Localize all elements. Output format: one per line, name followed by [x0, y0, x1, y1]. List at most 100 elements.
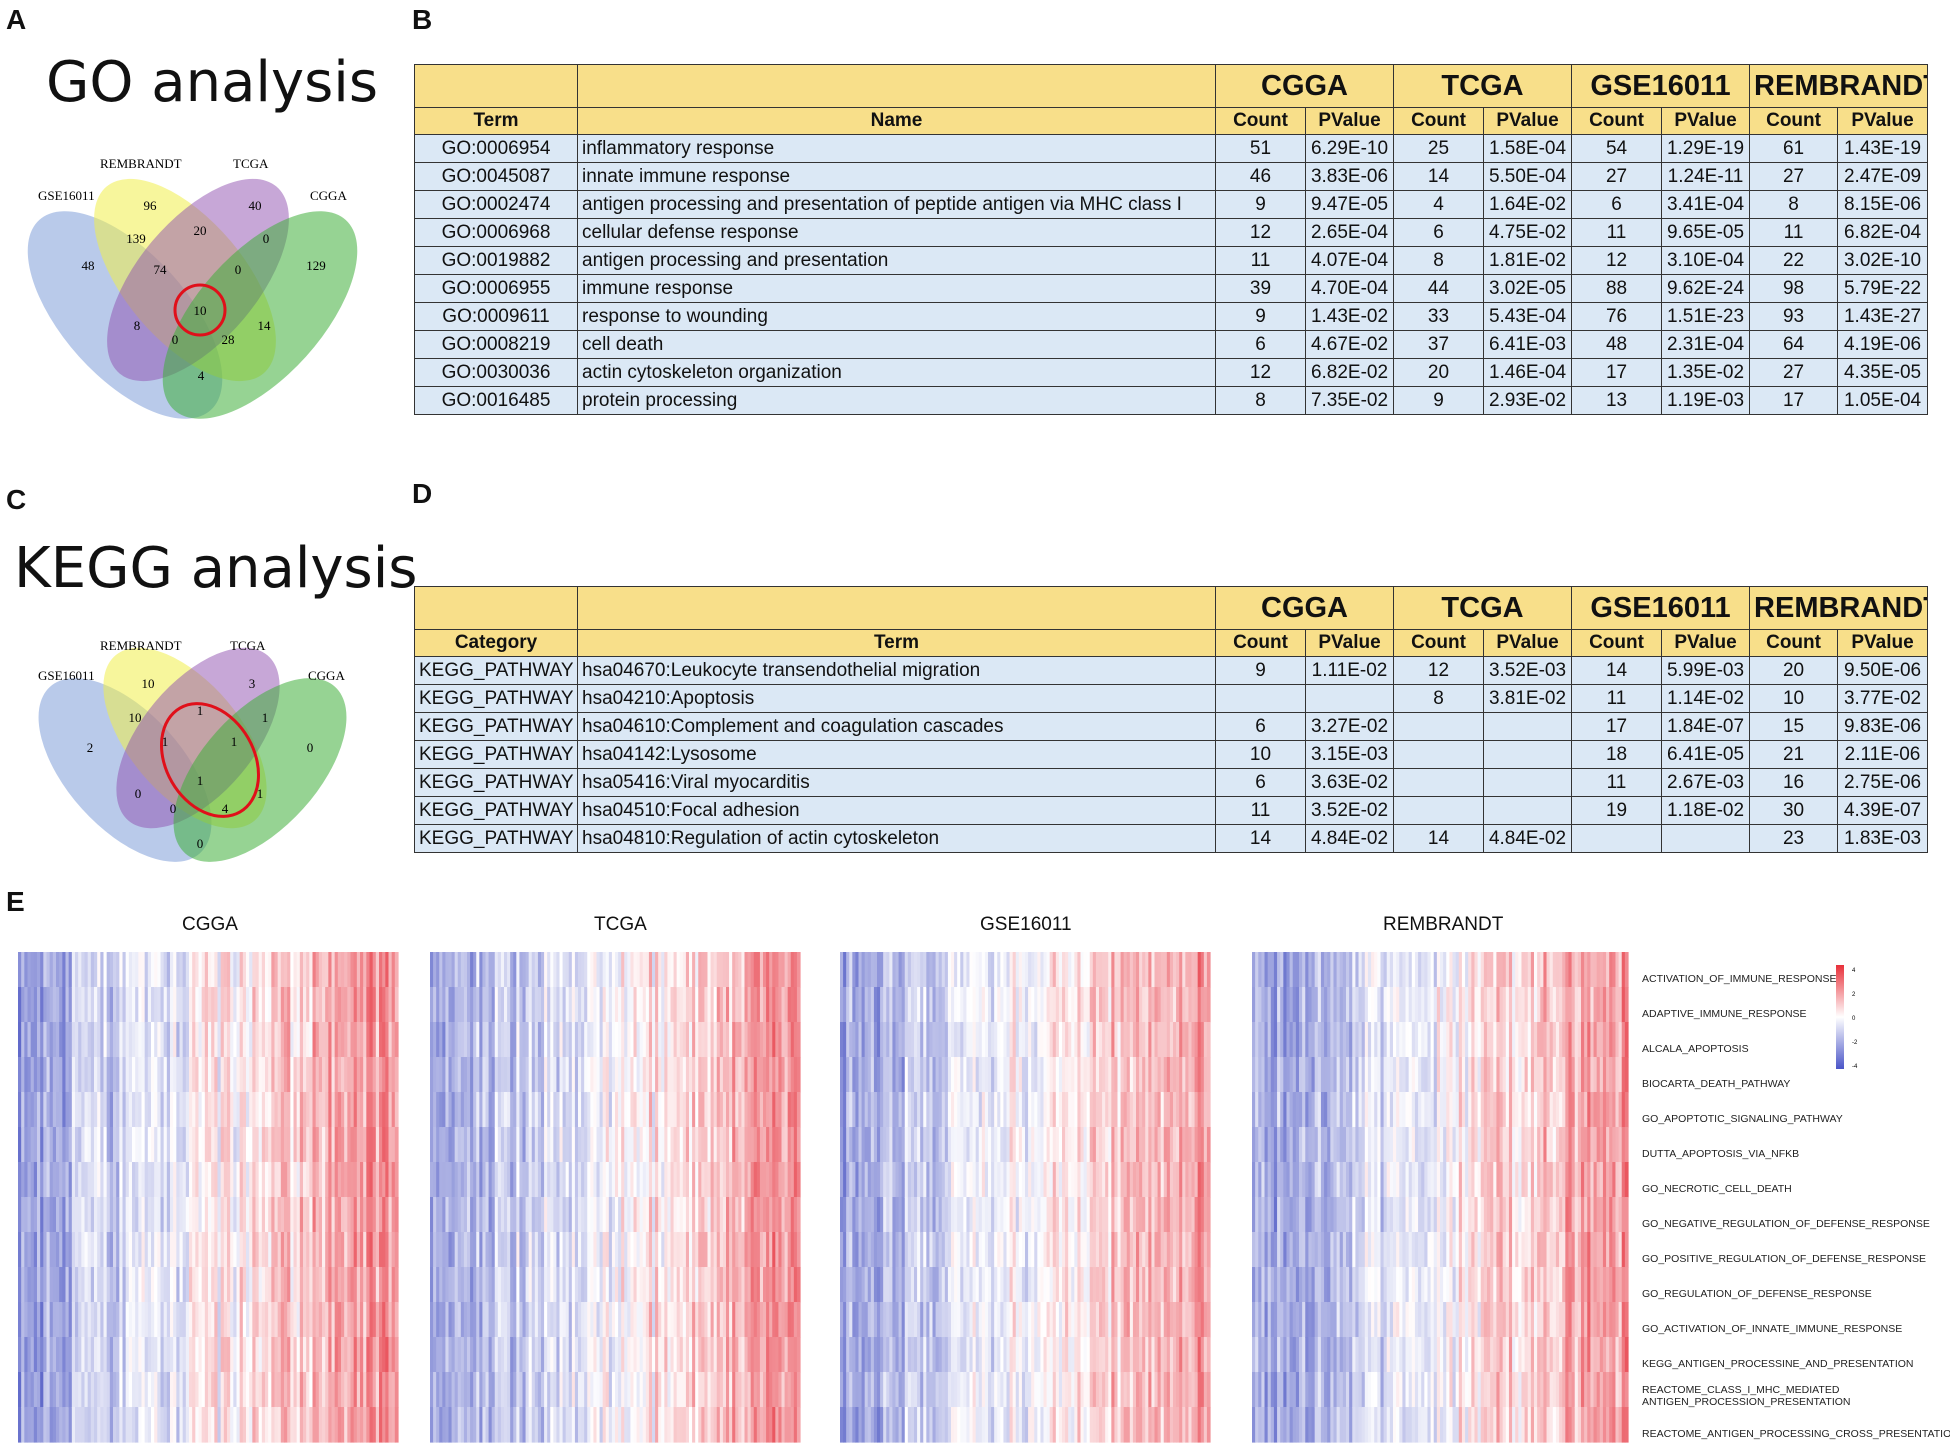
term-name-cell: antigen processing and presentation of p…: [577, 190, 1216, 219]
pvalue-cell: 5.79E-22: [1837, 274, 1929, 303]
venn-region-value: 14: [258, 318, 272, 333]
count-cell: [1393, 740, 1484, 769]
pvalue-cell: 3.83E-06: [1305, 162, 1394, 191]
col-header: Count: [1749, 629, 1839, 657]
col-header: Count: [1749, 107, 1839, 135]
count-cell: 11: [1571, 684, 1663, 713]
count-cell: 8: [1393, 684, 1484, 713]
count-cell: 11: [1571, 768, 1663, 797]
venn-region-value: 129: [306, 258, 326, 273]
heatmap-row-label: ADAPTIVE_IMMUNE_RESPONSE: [1642, 1007, 1807, 1020]
pvalue-cell: 9.47E-05: [1305, 190, 1394, 219]
pvalue-cell: 6.82E-04: [1837, 218, 1929, 247]
venn-region-value: 96: [144, 198, 158, 213]
pvalue-cell: 6.82E-02: [1305, 358, 1394, 387]
count-cell: [1571, 824, 1663, 853]
count-cell: 14: [1393, 162, 1484, 191]
pvalue-cell: 1.11E-02: [1305, 656, 1394, 685]
venn-region-value: 20: [194, 223, 207, 238]
pvalue-cell: 6.41E-05: [1661, 740, 1751, 769]
term-id-cell: GO:0019882: [414, 246, 578, 275]
col-header: Term: [577, 629, 1216, 657]
heatmap-row-label: REACTOME_ANTIGEN_PROCESSING_CROSS_PRESEN…: [1642, 1427, 1950, 1440]
count-cell: 23: [1749, 824, 1839, 853]
count-cell: 11: [1215, 796, 1306, 825]
dataset-header: CGGA: [1215, 586, 1394, 630]
legend-tick: 0: [1852, 1016, 1856, 1022]
pvalue-cell: 1.35E-02: [1661, 358, 1751, 387]
table-row: KEGG_PATHWAY hsa04142:Lysosome 10 3.15E-03 1…: [414, 740, 1929, 769]
pvalue-cell: 2.93E-02: [1482, 386, 1573, 415]
term-name-cell: inflammatory response: [577, 134, 1216, 163]
count-cell: 98: [1749, 274, 1839, 303]
term-name-cell: hsa05416:Viral myocarditis: [577, 768, 1216, 797]
pvalue-cell: 1.64E-02: [1482, 190, 1573, 219]
venn-region-value: 3: [249, 676, 256, 691]
term-name-cell: hsa04810:Regulation of actin cytoskeleto…: [577, 824, 1216, 853]
dataset-header: REMBRANDT: [1749, 586, 1929, 630]
legend-tick: -4: [1852, 1064, 1858, 1070]
pvalue-cell: 1.84E-07: [1661, 712, 1751, 741]
count-cell: 64: [1749, 330, 1839, 359]
venn-region-value: 40: [249, 198, 262, 213]
count-cell: 20: [1749, 656, 1839, 685]
pvalue-cell: 2.65E-04: [1305, 218, 1394, 247]
pvalue-cell: [1661, 824, 1751, 853]
table-row: GO:0008219 cell death 6 4.67E-02 37 6.41E-03 4…: [414, 330, 1929, 359]
pvalue-cell: 1.24E-11: [1661, 162, 1751, 191]
pvalue-cell: 4.19E-06: [1837, 330, 1929, 359]
count-cell: 8: [1393, 246, 1484, 275]
pvalue-cell: [1482, 796, 1573, 825]
term-name-cell: hsa04610:Complement and coagulation casc…: [577, 712, 1216, 741]
venn-region-value: 48: [82, 258, 95, 273]
col-header: PValue: [1837, 629, 1929, 657]
table-row: KEGG_PATHWAY hsa04210:Apoptosis 8 3.81E-02 1…: [414, 684, 1929, 713]
heatmap-row-label: GO_NEGATIVE_REGULATION_OF_DEFENSE_RESPON…: [1642, 1217, 1930, 1230]
heatmap-row-label: GO_NECROTIC_CELL_DEATH: [1642, 1182, 1792, 1195]
pvalue-cell: 4.75E-02: [1482, 218, 1573, 247]
count-cell: 33: [1393, 302, 1484, 331]
count-cell: 39: [1215, 274, 1306, 303]
heatmap-row-label: ALCALA_APOPTOSIS: [1642, 1042, 1749, 1055]
col-header: Count: [1215, 629, 1306, 657]
col-header: PValue: [1482, 107, 1573, 135]
col-header: PValue: [1661, 107, 1751, 135]
count-cell: 93: [1749, 302, 1839, 331]
heatmap-title-tcga: TCGA: [594, 914, 647, 935]
term-id-cell: KEGG_PATHWAY: [414, 740, 578, 769]
count-cell: 6: [1215, 768, 1306, 797]
count-cell: 17: [1571, 712, 1663, 741]
dataset-header: TCGA: [1392, 64, 1573, 108]
venn-region-value: 0: [172, 332, 179, 347]
term-name-cell: antigen processing and presentation: [577, 246, 1216, 275]
table-row: KEGG_PATHWAY hsa04670:Leukocyte transendo…: [414, 656, 1929, 685]
highlight-circle: [173, 283, 227, 337]
venn-region-value: 74: [154, 262, 168, 277]
count-cell: 19: [1571, 796, 1663, 825]
term-id-cell: KEGG_PATHWAY: [414, 768, 578, 797]
heatmap-panel: [18, 952, 1629, 1443]
count-cell: 17: [1749, 386, 1839, 415]
venn-label-cgga: CGGA: [308, 668, 345, 683]
table-row: GO:0006955 immune response 39 4.70E-04 44 3.0…: [414, 274, 1929, 303]
pvalue-cell: 1.05E-04: [1837, 386, 1929, 415]
term-name-cell: immune response: [577, 274, 1216, 303]
venn-set-tcga: [116, 647, 280, 829]
col-header: PValue: [1305, 107, 1394, 135]
pvalue-cell: 4.67E-02: [1305, 330, 1394, 359]
count-cell: 16: [1749, 768, 1839, 797]
venn-label-gse: GSE16011: [38, 668, 95, 683]
count-cell: 11: [1749, 218, 1839, 247]
pvalue-cell: 3.02E-05: [1482, 274, 1573, 303]
pvalue-cell: 2.75E-06: [1837, 768, 1929, 797]
table-row: GO:0006954 inflammatory response 51 6.29E-1…: [414, 134, 1929, 163]
legend-gradient-bar: [1836, 965, 1844, 1069]
count-cell: 48: [1571, 330, 1663, 359]
venn-set-tcga: [107, 178, 289, 382]
pvalue-cell: 5.50E-04: [1482, 162, 1573, 191]
count-cell: 9: [1215, 190, 1306, 219]
count-cell: 76: [1571, 302, 1663, 331]
dataset-header: REMBRANDT: [1749, 64, 1929, 108]
venn-region-value: 1: [231, 734, 238, 749]
legend-tick: 4: [1852, 968, 1856, 974]
